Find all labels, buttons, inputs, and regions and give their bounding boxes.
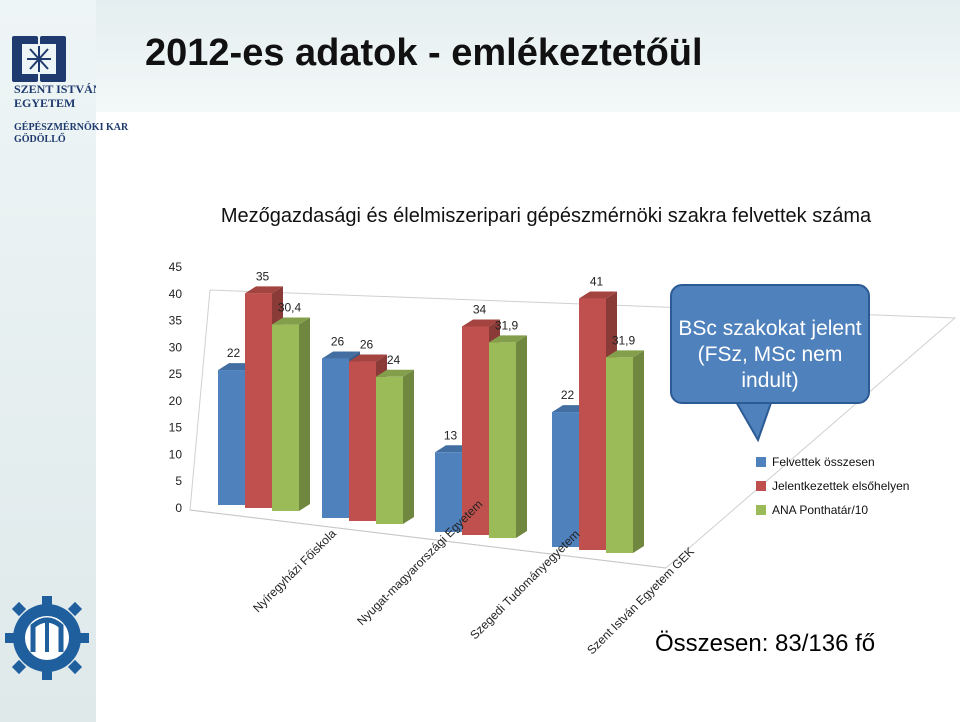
legend-label: ANA Ponthatár/10 [772,503,869,517]
y-tick-label: 30 [169,340,183,354]
university-logo-icon [12,36,66,82]
data-label: 22 [227,346,241,360]
bar-top [435,445,473,453]
bar-top [552,405,590,413]
bar-top [349,354,387,362]
logo-line1: SZENT ISTVÁN [14,82,102,96]
callout-box: BSc szakokat jelent (FSz, MSc nem indult… [670,284,870,404]
legend-item: Jelentkezettek elsőhelyen [756,474,909,498]
bar-top [376,369,414,377]
data-label: 26 [331,335,345,349]
data-label: 34 [473,302,487,316]
bar-top [245,286,283,294]
legend-label: Jelentkezettek elsőhelyen [772,479,910,493]
bar [245,293,272,508]
chart-title: Mezőgazdasági és élelmiszeripari gépészm… [220,205,872,227]
bar-top [606,350,644,358]
bar-side [403,369,414,524]
bar [272,324,299,511]
legend-swatch [756,457,766,467]
data-label: 30,4 [278,301,302,315]
bar [462,326,489,535]
y-tick-label: 25 [169,367,183,381]
logo-line2: EGYETEM [14,96,76,110]
legend: Felvettek összesen Jelentkezettek elsőhe… [756,450,909,522]
y-tick-label: 20 [169,394,183,408]
bar-side [516,335,527,538]
bar-side [349,351,360,518]
data-label: 41 [590,275,604,289]
bar-side [272,286,283,508]
bar [489,342,516,538]
data-label: 26 [360,338,374,352]
bar-side [489,319,500,535]
logo-line3: GÉPÉSZMÉRNÖKI KAR [14,122,129,133]
bar-top [218,363,256,371]
data-label: 31,9 [495,318,519,332]
y-tick-label: 15 [169,421,183,435]
sidebar: SZENT ISTVÁN EGYETEM GÉPÉSZMÉRNÖKI KAR G… [0,0,128,722]
y-tick-label: 35 [169,314,183,328]
logo-line4: GÖDÖLLŐ [14,134,66,145]
legend-label: Felvettek összesen [772,455,875,469]
bar-top [579,291,617,299]
legend-item: Felvettek összesen [756,450,909,474]
gear-emblem-icon [5,596,89,680]
data-label: 22 [561,388,575,402]
bar [606,357,633,553]
legend-swatch [756,505,766,515]
y-tick-label: 45 [169,260,183,274]
bar [349,361,376,521]
data-label: 24 [387,353,401,367]
bar-side [245,363,256,505]
bar-top [272,317,310,325]
y-tick-label: 10 [169,447,183,461]
bar [435,452,462,532]
footer-band [96,555,960,722]
bar [552,412,579,547]
bar-side [376,354,387,521]
legend-swatch [756,481,766,491]
y-tick-label: 0 [175,501,182,515]
bar-side [579,405,590,547]
page-title: 2012-es adatok - emlékeztetőül [145,32,703,74]
bar [322,358,349,518]
data-label: 13 [444,428,458,442]
legend-item: ANA Ponthatár/10 [756,498,909,522]
bar-side [633,350,644,553]
bar-side [606,291,617,550]
bar [579,298,606,550]
bar [376,376,403,524]
data-label: 31,9 [612,333,636,347]
total-summary: Összesen: 83/136 fő [655,630,876,657]
bar-side [462,445,473,532]
data-label: 35 [256,269,270,283]
bar-top [489,335,527,343]
bar-side [299,317,310,511]
y-tick-label: 40 [169,287,183,301]
bar [218,370,245,505]
y-tick-label: 5 [175,474,182,488]
bar-top [322,351,360,359]
bar-top [462,319,500,327]
header-band [96,0,960,112]
